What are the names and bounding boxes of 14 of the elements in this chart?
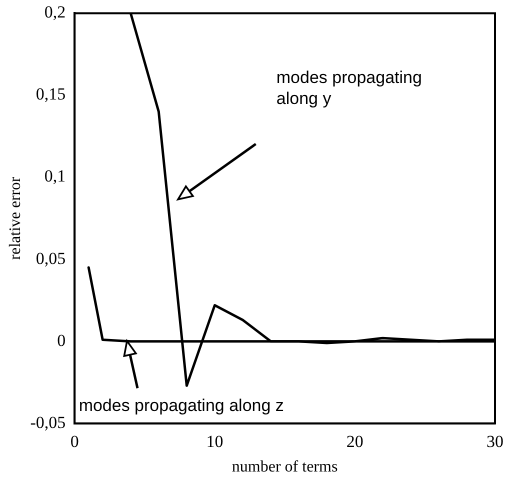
annotation: modes propagating along y <box>276 66 423 109</box>
y-tick-label: 0,15 <box>36 84 66 104</box>
y-tick-label: 0,1 <box>44 166 66 186</box>
y-axis-title: relative error <box>6 176 24 260</box>
x-axis-title: number of terms <box>232 458 338 476</box>
x-tick-label: 20 <box>346 432 364 452</box>
annotation: modes propagating along z <box>78 394 284 416</box>
x-tick-label: 10 <box>206 432 224 452</box>
x-tick-label: 0 <box>70 432 79 452</box>
x-tick-label: 30 <box>486 432 504 452</box>
y-tick-label: 0,2 <box>44 2 66 22</box>
y-tick-label: -0,05 <box>30 412 66 432</box>
y-tick-label: 0,05 <box>36 248 66 268</box>
y-tick-label: 0 <box>57 330 66 350</box>
